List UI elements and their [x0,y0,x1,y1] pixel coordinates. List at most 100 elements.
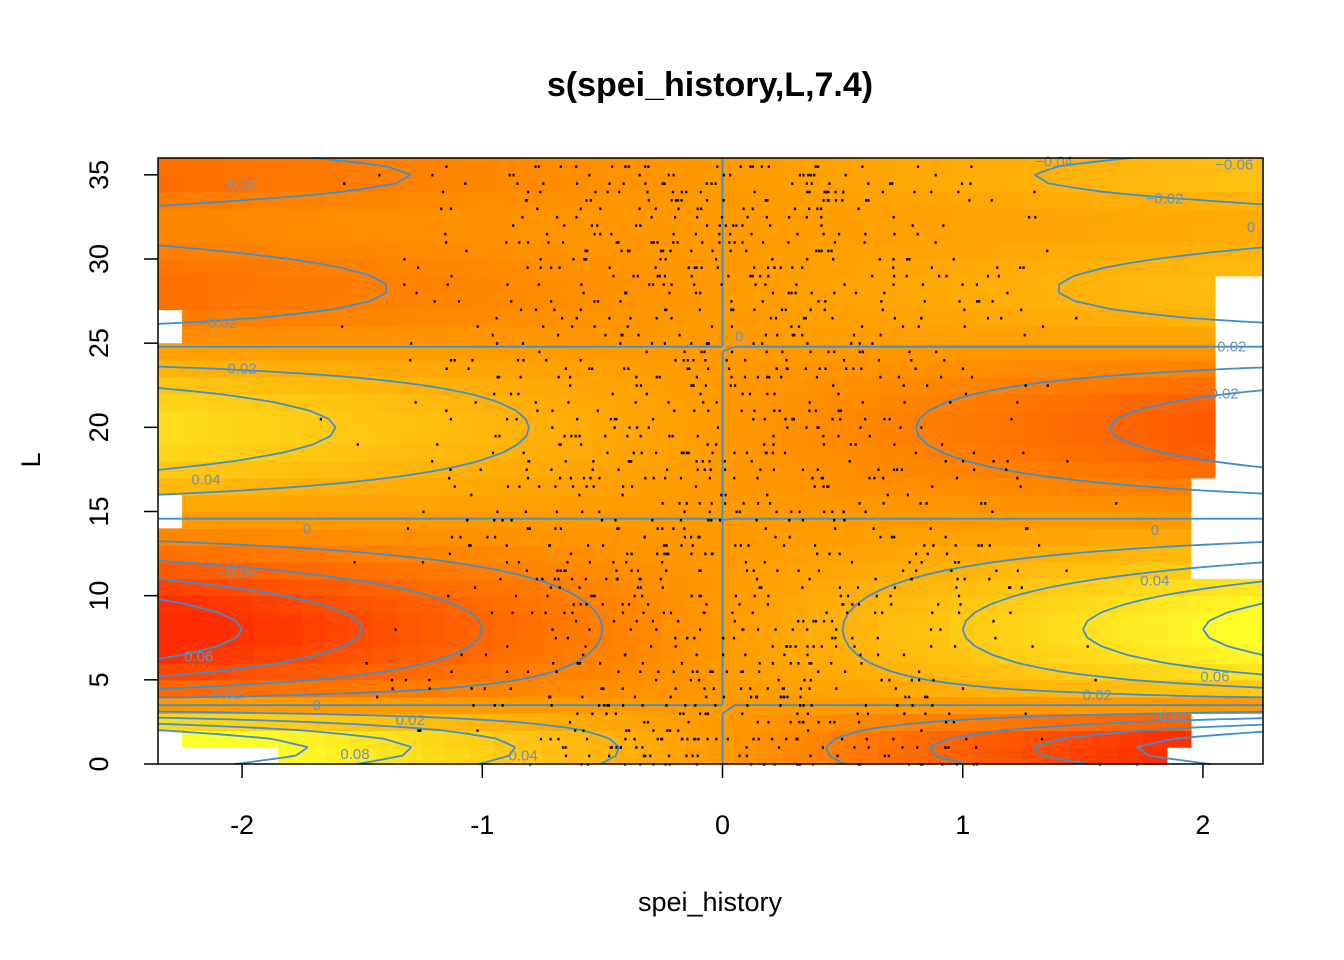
heatmap-cell [1142,578,1168,597]
data-point [874,611,877,615]
data-point [605,712,608,716]
heatmap-cell [614,578,640,597]
heatmap-cell [662,158,688,176]
heatmap-cell [758,174,784,193]
data-point [685,451,688,455]
data-point [792,417,795,421]
data-point [697,737,700,741]
contour-label: −0.02 [199,315,237,332]
heatmap-cell [758,360,784,378]
heatmap-cell [158,595,183,614]
data-point [968,199,971,202]
data-point [751,274,754,278]
data-point [952,258,955,261]
heatmap-cell [206,444,231,462]
heatmap-cell [1094,309,1120,327]
heatmap-cell [374,494,399,513]
heatmap-cell [422,326,447,344]
data-point [557,333,560,337]
data-point [690,249,693,253]
heatmap-cell [878,275,904,294]
y-axis-label: L [16,452,46,467]
data-point [596,224,599,227]
data-point [935,350,938,354]
heatmap-cell [326,578,351,597]
heatmap-cell [1166,191,1192,210]
heatmap-cell [350,562,375,580]
data-point [604,333,607,337]
data-point [910,678,913,682]
heatmap-cell [494,427,519,445]
data-point [705,695,708,699]
data-point [517,561,521,564]
data-point [693,266,696,269]
data-point [853,645,856,648]
heatmap-cell [902,494,928,513]
heatmap-cell [758,646,784,664]
data-point [663,182,666,185]
heatmap-cell [686,679,712,698]
data-point [674,636,677,640]
heatmap-cell [446,578,471,597]
data-point [467,367,470,370]
data-point [913,190,916,194]
heatmap-cell [542,191,567,210]
data-point [777,746,781,749]
heatmap-cell [758,528,784,546]
heatmap-cell [566,393,591,412]
heatmap-cell [350,242,375,260]
data-point [531,611,534,615]
data-point [769,502,772,505]
heatmap-cell [302,393,327,412]
heatmap-cell [1214,208,1240,226]
data-point [858,350,861,354]
data-point [814,544,817,547]
data-point [755,518,758,522]
data-point [739,165,742,168]
data-point [622,485,625,488]
heatmap-cell [614,225,640,243]
data-point [391,687,394,690]
heatmap-cell [494,292,519,311]
data-point [695,375,698,379]
data-point [682,712,685,716]
data-point [646,190,649,194]
heatmap-cell [854,376,880,395]
heatmap-cell [662,393,688,412]
data-point [672,173,675,177]
heatmap-cell [662,326,688,344]
heatmap-cell [494,343,519,361]
heatmap-cell [638,326,664,344]
heatmap-cell [1046,309,1072,327]
heatmap-cell [998,174,1024,193]
heatmap-cell [686,393,712,412]
heatmap-cell [398,343,423,361]
heatmap-cell [350,158,375,176]
data-point [848,460,851,463]
heatmap-cell [350,225,375,243]
data-point [833,720,836,724]
heatmap-cell [422,158,447,176]
contour-label: 0 [1151,522,1159,539]
heatmap-cell [566,225,591,243]
heatmap-cell [518,679,543,698]
heatmap-cell [1118,158,1144,176]
data-point [841,737,844,741]
data-point [690,384,693,387]
data-point [431,460,434,463]
heatmap-cell [830,545,856,563]
data-point [590,594,593,598]
data-point [750,695,753,699]
data-point [796,737,799,741]
data-point [814,409,817,413]
data-point [547,241,550,244]
heatmap-cell [614,292,640,311]
data-point [893,443,896,446]
data-point [496,510,499,514]
data-point [610,232,613,236]
heatmap-cell [206,343,231,361]
data-point [449,468,452,471]
data-point [557,375,560,379]
heatmap-cell [398,360,423,378]
heatmap-cell [1070,360,1096,378]
